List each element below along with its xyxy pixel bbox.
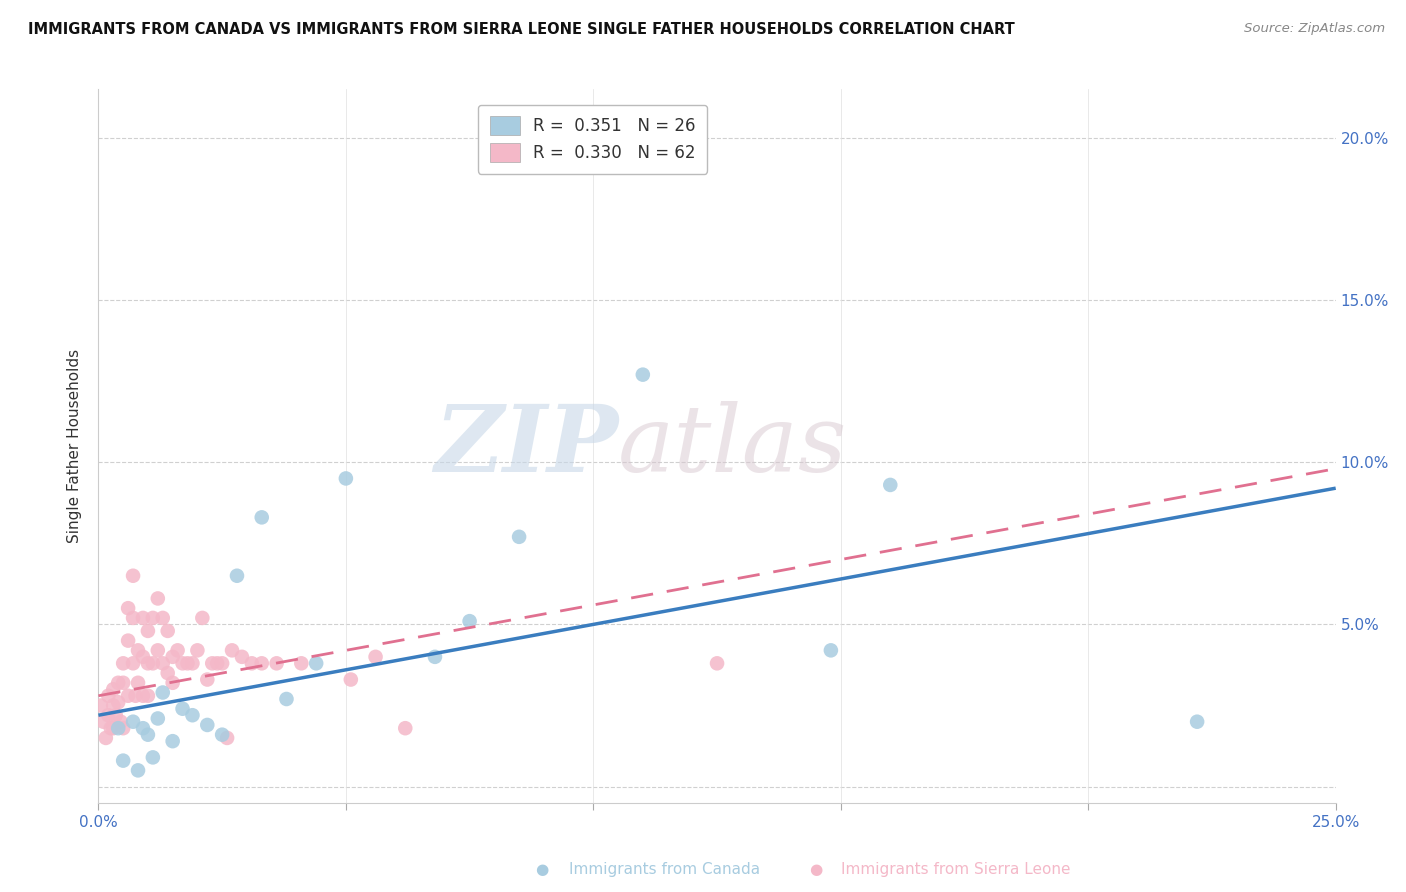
Point xyxy=(201,657,224,671)
Point xyxy=(132,721,155,735)
Point xyxy=(142,750,165,764)
Point xyxy=(166,643,188,657)
Point xyxy=(93,714,115,729)
Point xyxy=(226,568,249,582)
Point xyxy=(112,721,135,735)
Point xyxy=(152,611,174,625)
Point xyxy=(112,754,135,768)
Point xyxy=(122,611,145,625)
Point xyxy=(423,649,446,664)
Point xyxy=(706,657,728,671)
Point xyxy=(394,721,416,735)
Point xyxy=(127,764,149,778)
Point xyxy=(211,728,233,742)
Point xyxy=(117,633,139,648)
Point xyxy=(103,698,125,713)
Point xyxy=(231,649,253,664)
Point xyxy=(156,624,179,638)
Point xyxy=(107,695,129,709)
Point xyxy=(146,591,169,606)
Point xyxy=(127,643,149,657)
Point xyxy=(340,673,363,687)
Point xyxy=(195,673,218,687)
Point xyxy=(142,657,165,671)
Point xyxy=(458,614,481,628)
Point xyxy=(122,657,145,671)
Text: Source: ZipAtlas.com: Source: ZipAtlas.com xyxy=(1244,22,1385,36)
Point xyxy=(156,666,179,681)
Point xyxy=(103,721,125,735)
Point xyxy=(136,689,159,703)
Point xyxy=(122,568,145,582)
Point xyxy=(103,682,125,697)
Point xyxy=(152,685,174,699)
Point xyxy=(162,675,184,690)
Point xyxy=(90,698,112,713)
Text: Immigrants from Sierra Leone: Immigrants from Sierra Leone xyxy=(841,863,1070,877)
Point xyxy=(117,689,139,703)
Point xyxy=(1185,714,1208,729)
Point xyxy=(195,718,218,732)
Text: ●: ● xyxy=(808,863,823,877)
Point xyxy=(162,734,184,748)
Point xyxy=(152,657,174,671)
Text: Immigrants from Canada: Immigrants from Canada xyxy=(569,863,761,877)
Point xyxy=(132,611,155,625)
Point xyxy=(110,714,132,729)
Point xyxy=(127,675,149,690)
Text: IMMIGRANTS FROM CANADA VS IMMIGRANTS FROM SIERRA LEONE SINGLE FATHER HOUSEHOLDS : IMMIGRANTS FROM CANADA VS IMMIGRANTS FRO… xyxy=(28,22,1015,37)
Point xyxy=(117,601,139,615)
Point xyxy=(305,657,328,671)
Point xyxy=(250,657,273,671)
Point xyxy=(217,731,239,745)
Point xyxy=(104,708,127,723)
Legend: R =  0.351   N = 26, R =  0.330   N = 62: R = 0.351 N = 26, R = 0.330 N = 62 xyxy=(478,104,707,174)
Text: atlas: atlas xyxy=(619,401,848,491)
Point xyxy=(146,643,169,657)
Point xyxy=(276,692,298,706)
Point xyxy=(335,471,357,485)
Point xyxy=(191,611,214,625)
Point xyxy=(508,530,530,544)
Point xyxy=(132,689,155,703)
Point xyxy=(181,657,204,671)
Point xyxy=(211,657,233,671)
Point xyxy=(122,714,145,729)
Point xyxy=(97,689,120,703)
Point xyxy=(250,510,273,524)
Y-axis label: Single Father Households: Single Father Households xyxy=(67,349,83,543)
Point xyxy=(100,721,122,735)
Point xyxy=(136,657,159,671)
Point xyxy=(290,657,312,671)
Point xyxy=(879,478,901,492)
Point xyxy=(181,708,204,723)
Point xyxy=(136,624,159,638)
Point xyxy=(112,675,135,690)
Point xyxy=(124,689,146,703)
Point xyxy=(97,708,120,723)
Point xyxy=(146,711,169,725)
Text: ZIP: ZIP xyxy=(434,401,619,491)
Point xyxy=(205,657,228,671)
Point xyxy=(240,657,263,671)
Point xyxy=(162,649,184,664)
Point xyxy=(107,675,129,690)
Point xyxy=(820,643,842,657)
Point xyxy=(172,657,194,671)
Point xyxy=(132,649,155,664)
Point xyxy=(107,721,129,735)
Point xyxy=(186,643,208,657)
Point xyxy=(266,657,288,671)
Point xyxy=(136,728,159,742)
Point xyxy=(112,657,135,671)
Point xyxy=(631,368,654,382)
Point xyxy=(221,643,243,657)
Point xyxy=(142,611,165,625)
Text: ●: ● xyxy=(534,863,548,877)
Point xyxy=(94,731,117,745)
Point xyxy=(176,657,198,671)
Point xyxy=(172,702,194,716)
Point xyxy=(364,649,387,664)
